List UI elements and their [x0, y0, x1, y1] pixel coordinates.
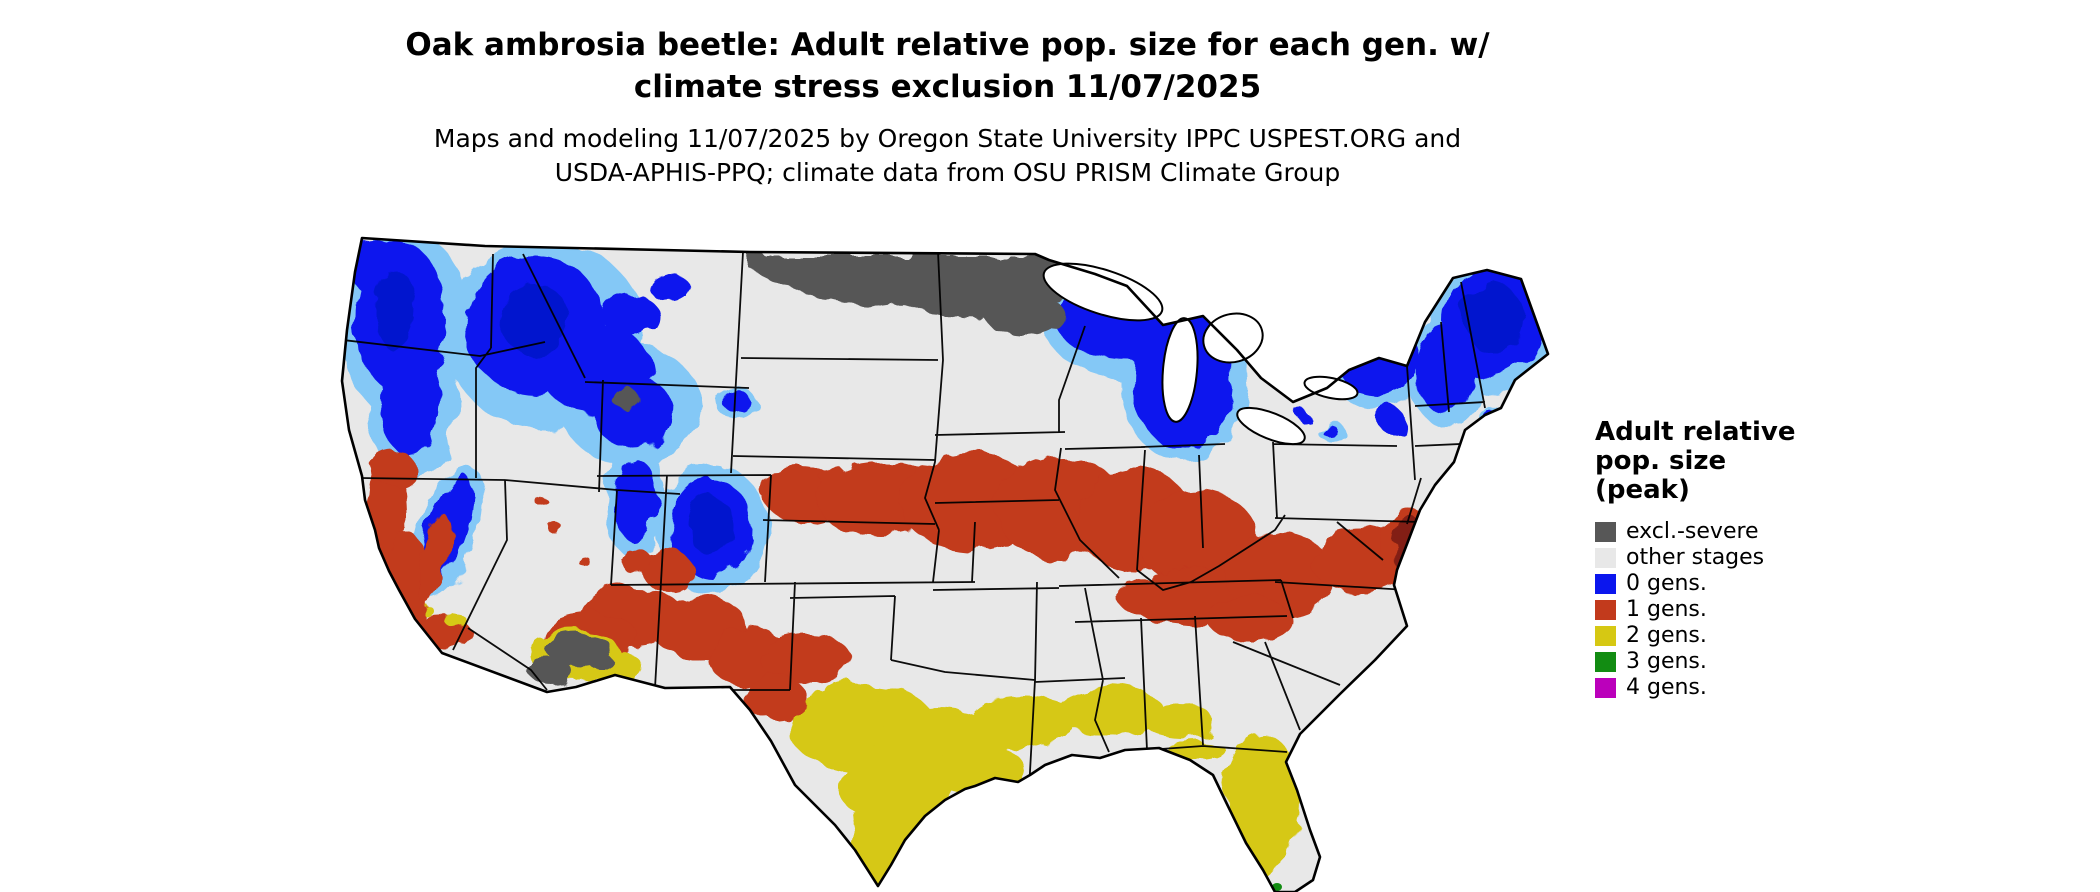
legend-swatch-other-stages — [1595, 548, 1616, 568]
us-map-svg — [340, 236, 1550, 892]
legend-label: 3 gens. — [1626, 649, 1707, 674]
map-subtitle: Maps and modeling 11/07/2025 by Oregon S… — [340, 122, 1555, 190]
map-legend: Adult relative pop. size (peak) excl.-se… — [1595, 418, 1925, 701]
map-subtitle-line2: USDA-APHIS-PPQ; climate data from OSU PR… — [554, 158, 1341, 187]
legend-item-excl-severe: excl.-severe — [1595, 519, 1925, 545]
legend-title: Adult relative pop. size (peak) — [1595, 418, 1925, 505]
legend-label: 2 gens. — [1626, 623, 1707, 648]
legend-item-0-gens: 0 gens. — [1595, 571, 1925, 597]
lake-ontario — [1303, 375, 1359, 401]
map-title-line1: Oak ambrosia beetle: Adult relative pop.… — [405, 27, 1490, 63]
lake-erie — [1236, 406, 1306, 446]
legend-label: excl.-severe — [1626, 519, 1759, 544]
legend-swatch-1-gens — [1595, 600, 1616, 620]
legend-title-line2: pop. size — [1595, 446, 1727, 476]
page-title: Oak ambrosia beetle: Adult relative pop.… — [340, 24, 1555, 108]
legend-item-1-gens: 1 gens. — [1595, 597, 1925, 623]
legend-swatch-3-gens — [1595, 652, 1616, 672]
legend-item-2-gens: 2 gens. — [1595, 623, 1925, 649]
legend-swatch-excl-severe — [1595, 522, 1616, 542]
legend-item-4-gens: 4 gens. — [1595, 675, 1925, 701]
legend-label: 4 gens. — [1626, 675, 1707, 700]
legend-item-3-gens: 3 gens. — [1595, 649, 1925, 675]
us-map — [335, 230, 1555, 892]
map-subtitle-line1: Maps and modeling 11/07/2025 by Oregon S… — [433, 124, 1462, 153]
map-layer-0-gens-core — [373, 270, 1523, 556]
legend-label: 0 gens. — [1626, 571, 1707, 596]
map-layer-1-gens — [369, 450, 1436, 720]
us-outline — [340, 236, 1550, 892]
map-title-line2: climate stress exclusion 11/07/2025 — [633, 69, 1262, 105]
legend-title-line3: (peak) — [1595, 475, 1690, 505]
legend-swatch-0-gens — [1595, 574, 1616, 594]
legend-label: 1 gens. — [1626, 597, 1707, 622]
legend-swatch-4-gens — [1595, 678, 1616, 698]
great-lakes — [1042, 262, 1359, 446]
lake-huron — [1202, 312, 1264, 364]
legend-item-other-stages: other stages — [1595, 545, 1925, 571]
lake-superior — [1042, 262, 1164, 322]
legend-title-line1: Adult relative — [1595, 417, 1796, 447]
legend-swatch-2-gens — [1595, 626, 1616, 646]
lake-michigan — [1161, 317, 1199, 423]
legend-label: other stages — [1626, 545, 1765, 570]
